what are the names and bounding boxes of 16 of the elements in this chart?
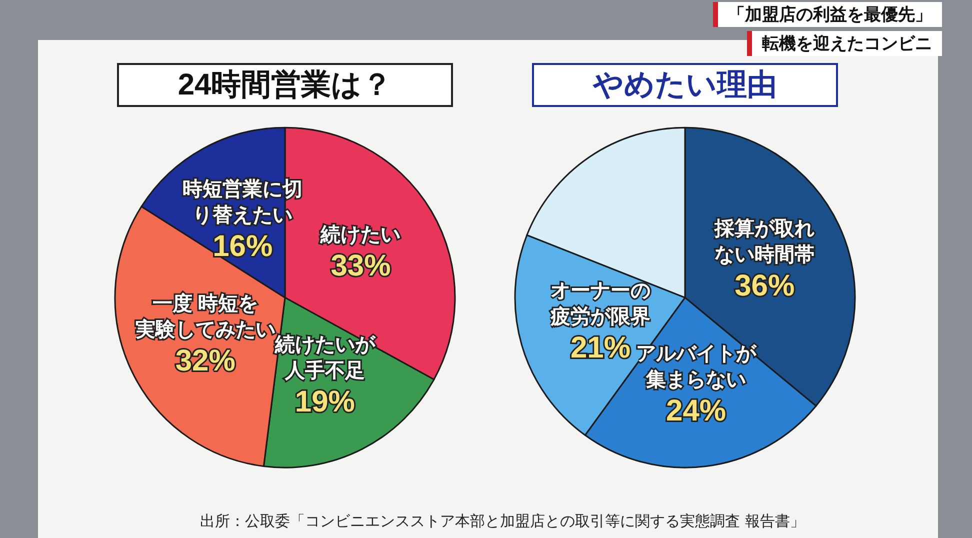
chart-title: 24時間営業は？ [178,68,392,102]
slice-label: 続けたい [320,224,401,246]
slice-label: 採算が取れない時間帯 [714,218,815,266]
data-label: 21% [570,332,631,365]
data-label: 24% [666,394,726,428]
data-label: 16% [212,230,273,263]
chart-title: やめたい理由 [592,68,777,102]
data-label: 19% [294,386,355,419]
data-label: 36% [734,270,795,303]
text: 「加盟店の利益を最優先」 [713,2,942,27]
data-label: 32% [175,344,236,378]
data-label: 33% [330,249,391,282]
slice-label: オーナーの疲労が限界 [549,280,650,328]
slice-label: 一度 時短を実験してみたい [134,292,276,342]
text: 転機を迎えたコンビニ [747,31,942,56]
text: 出所：公取委「コンビニエンスストア本部と加盟店との取引等に関する実態調査 報告書」 [200,512,805,531]
